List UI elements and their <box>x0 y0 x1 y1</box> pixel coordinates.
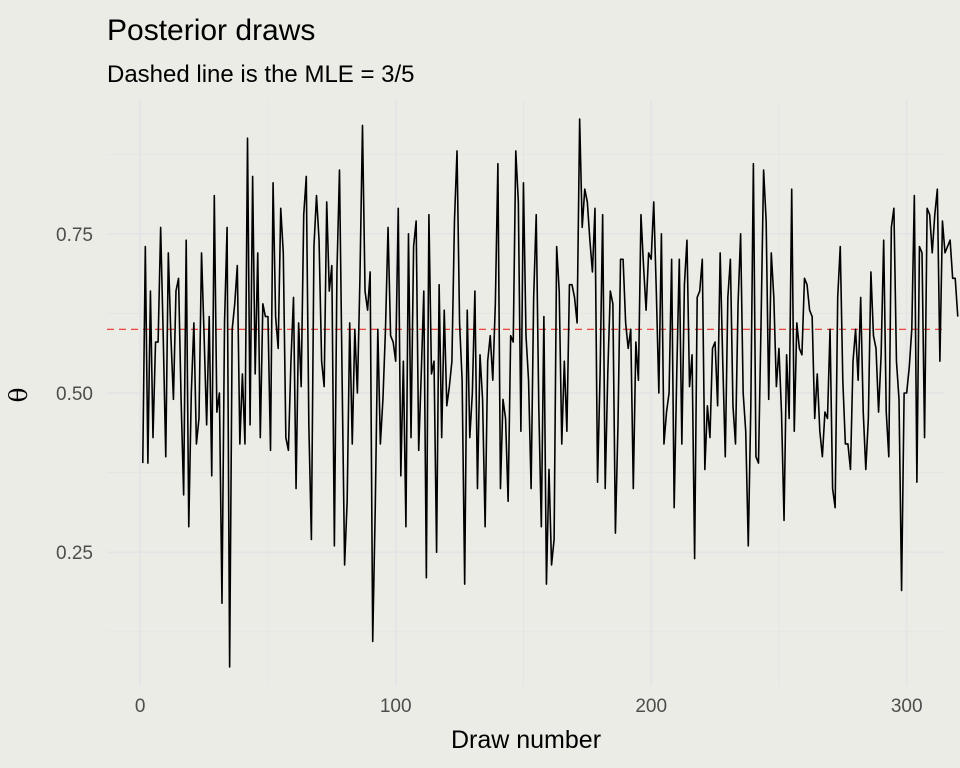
y-tick-label: 0.75 <box>56 225 93 246</box>
chart-title: Posterior draws <box>107 14 315 47</box>
x-tick-label: 0 <box>135 696 146 717</box>
x-tick-label: 300 <box>891 696 923 717</box>
x-axis-title: Draw number <box>451 726 601 754</box>
x-tick-label: 100 <box>380 696 412 717</box>
grid-lines <box>107 100 945 686</box>
x-tick-label: 200 <box>635 696 667 717</box>
y-axis-title: θ <box>4 387 33 402</box>
posterior-draws-series-line <box>141 118 959 668</box>
y-tick-label: 0.50 <box>56 384 93 405</box>
x-axis-ticks: 0 100 200 300 <box>135 696 923 717</box>
chart-subtitle: Dashed line is the MLE = 3/5 <box>107 61 415 88</box>
y-tick-label: 0.25 <box>56 543 93 564</box>
series-layer <box>141 118 959 668</box>
y-axis-ticks: 0.25 0.50 0.75 <box>56 225 93 564</box>
